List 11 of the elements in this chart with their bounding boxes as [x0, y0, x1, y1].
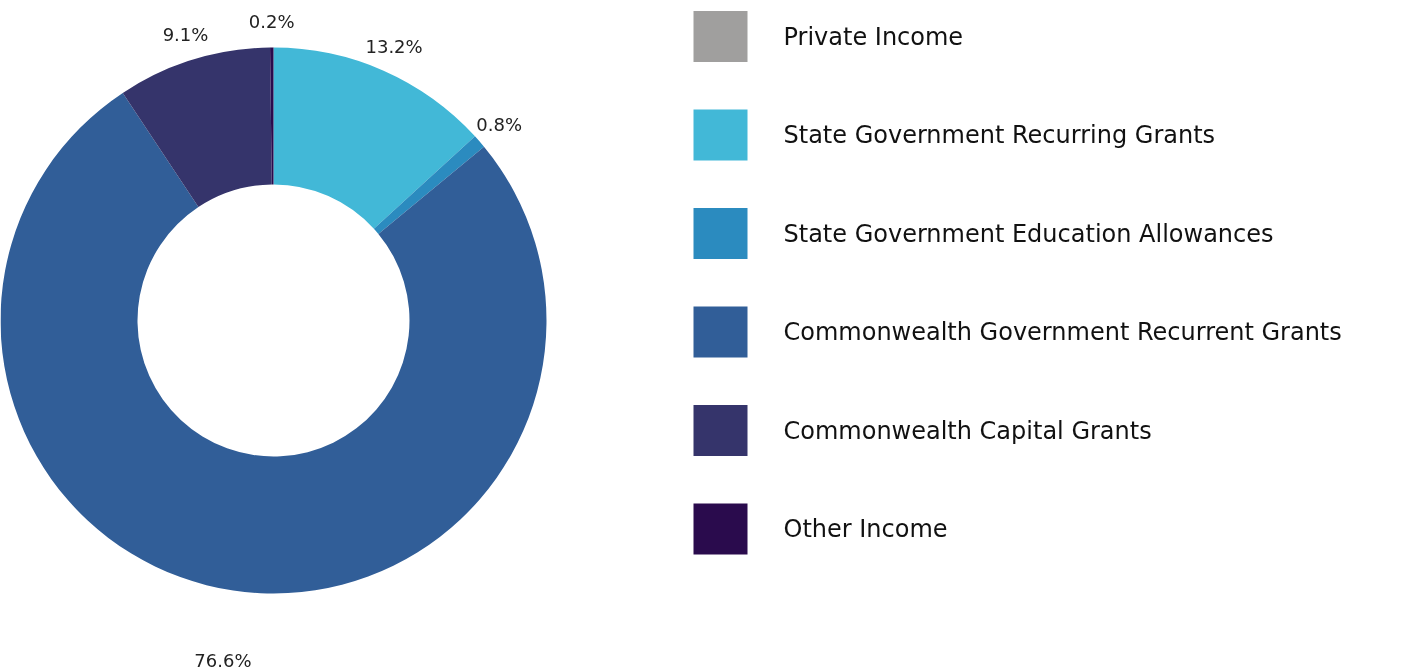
legend-label: Commonwealth Capital Grants [783, 416, 1152, 445]
data-label: 0.2% [248, 11, 295, 33]
legend-label: Commonwealth Government Recurrent Grants [783, 318, 1342, 346]
legend-label: Other Income [783, 515, 948, 543]
data-label: 13.2% [365, 36, 423, 58]
data-label: 9.1% [162, 24, 209, 46]
data-label: 0.8% [476, 113, 523, 135]
legend-label: State Government Education Allowances [783, 219, 1274, 248]
data-label: 76.6% [194, 649, 252, 671]
legend-label: Private Income [783, 22, 964, 51]
legend-label: State Government Recurring Grants [783, 121, 1216, 149]
